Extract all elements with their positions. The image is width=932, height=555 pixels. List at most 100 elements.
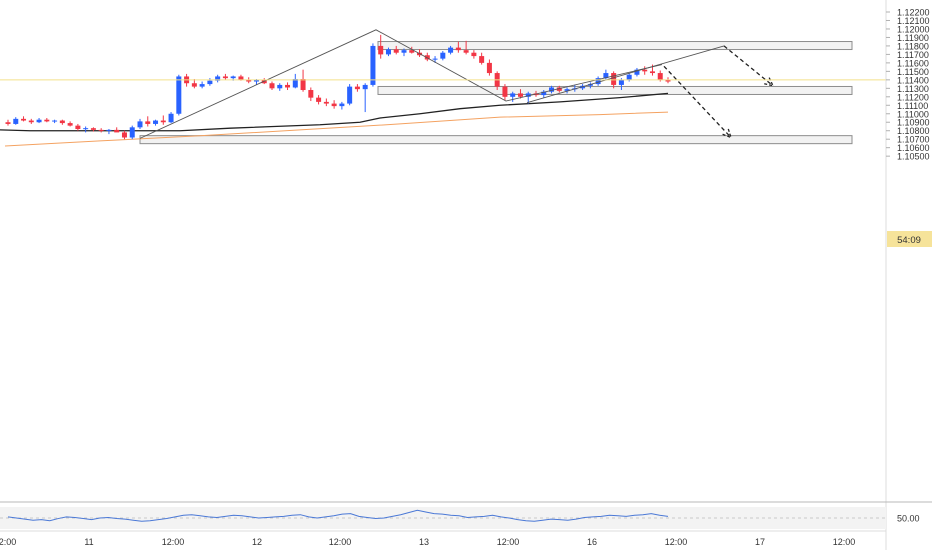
candle-body[interactable]	[230, 76, 236, 79]
candle-body[interactable]	[564, 89, 570, 91]
candle-body[interactable]	[556, 87, 562, 91]
time-axis[interactable]: 12:00 11 12:00 12 12:00 13 12:00 16 12:00 17 12:00	[0, 537, 855, 547]
candle-body[interactable]	[153, 120, 159, 124]
candle-body[interactable]	[649, 71, 655, 74]
candle-body[interactable]	[292, 78, 298, 88]
candle-body[interactable]	[549, 87, 555, 92]
candle-body[interactable]	[75, 125, 81, 130]
candle-body[interactable]	[455, 47, 461, 51]
candle-body[interactable]	[176, 76, 182, 114]
candle-body[interactable]	[191, 83, 197, 87]
price-tick-label: 1.10500	[897, 152, 930, 162]
candle-body[interactable]	[137, 121, 143, 128]
candle-body[interactable]	[378, 45, 384, 55]
candle-body[interactable]	[634, 69, 640, 75]
moving-average-slow-line	[4, 111, 669, 147]
candle-body[interactable]	[525, 93, 531, 97]
candle-body[interactable]	[106, 129, 112, 131]
candle-body[interactable]	[354, 86, 360, 90]
support-resistance-zone[interactable]	[139, 135, 853, 145]
candle-body[interactable]	[28, 120, 34, 123]
candle-body[interactable]	[323, 101, 329, 104]
candle-body[interactable]	[59, 120, 65, 124]
candle-body[interactable]	[471, 52, 477, 57]
candle-body[interactable]	[44, 119, 50, 122]
candle-body[interactable]	[517, 93, 523, 97]
countdown-label: 54:09	[897, 235, 921, 246]
time-tick-label: 12:00	[0, 537, 16, 547]
candle-body[interactable]	[642, 69, 648, 72]
candle-body[interactable]	[510, 93, 516, 97]
candle-body[interactable]	[98, 129, 104, 131]
candle-body[interactable]	[339, 103, 345, 107]
zigzag-pattern-line[interactable]	[139, 29, 663, 139]
candle-body[interactable]	[285, 84, 291, 88]
support-resistance-zone[interactable]	[377, 85, 853, 95]
candle-body[interactable]	[114, 129, 120, 133]
candle-body[interactable]	[486, 62, 492, 74]
candle-body[interactable]	[401, 50, 407, 53]
candle-body[interactable]	[370, 45, 376, 85]
candle-body[interactable]	[308, 90, 314, 98]
candle-body[interactable]	[618, 79, 624, 85]
candle-body[interactable]	[626, 74, 632, 80]
candle-body[interactable]	[13, 118, 19, 124]
candle-body[interactable]	[222, 76, 228, 79]
trendline[interactable]	[526, 45, 725, 104]
candle-body[interactable]	[362, 84, 368, 90]
candle-body[interactable]	[90, 128, 96, 130]
candle-body[interactable]	[121, 132, 127, 138]
price-tick-label: 1.10800	[897, 126, 930, 136]
candle-body[interactable]	[393, 49, 399, 53]
candle-body[interactable]	[253, 79, 259, 82]
rsi-band	[0, 507, 886, 529]
countdown-badge: 54:09	[887, 231, 932, 247]
candle-body[interactable]	[479, 56, 485, 63]
candle-body[interactable]	[145, 121, 151, 124]
price-tick-label: 1.11100	[897, 101, 928, 111]
candle-body[interactable]	[36, 119, 42, 123]
candle-body[interactable]	[657, 73, 663, 80]
candle-body[interactable]	[603, 73, 609, 79]
candle-body[interactable]	[463, 50, 469, 53]
candle-body[interactable]	[199, 84, 205, 87]
candle-body[interactable]	[385, 49, 391, 55]
price-tick-label: 1.11600	[897, 58, 929, 68]
candle-body[interactable]	[541, 91, 547, 96]
candle-body[interactable]	[215, 76, 221, 81]
candle-body[interactable]	[67, 123, 73, 126]
candle-body[interactable]	[269, 83, 275, 89]
time-tick-label: 12:00	[497, 537, 520, 547]
price-axis[interactable]: 1.122001.121001.120001.119001.118001.117…	[886, 8, 930, 162]
candle-body[interactable]	[424, 55, 430, 60]
projection-arrow-line[interactable]	[723, 45, 774, 87]
candle-body[interactable]	[277, 84, 283, 89]
candle-body[interactable]	[432, 58, 438, 60]
candle-body[interactable]	[331, 103, 337, 107]
rsi-level-label: 50.00	[897, 514, 920, 524]
support-resistance-zone[interactable]	[377, 41, 853, 51]
projection-arrow-line[interactable]	[663, 65, 732, 138]
candle-body[interactable]	[168, 113, 174, 123]
candle-body[interactable]	[502, 86, 508, 97]
candle-body[interactable]	[207, 80, 213, 85]
candle-body[interactable]	[300, 78, 306, 91]
candle-body[interactable]	[160, 120, 166, 123]
candle-body[interactable]	[611, 73, 617, 85]
candle-body[interactable]	[409, 50, 415, 53]
candle-body[interactable]	[440, 52, 446, 59]
candle-body[interactable]	[448, 47, 454, 53]
candle-body[interactable]	[21, 118, 27, 121]
candle-body[interactable]	[665, 79, 671, 82]
candle-body[interactable]	[316, 97, 322, 102]
candle-body[interactable]	[129, 127, 135, 138]
candle-body[interactable]	[83, 128, 89, 130]
candle-body[interactable]	[5, 122, 11, 124]
candle-body[interactable]	[246, 79, 252, 82]
candle-body[interactable]	[52, 120, 58, 122]
time-tick-label: 12	[252, 537, 262, 547]
candle-body[interactable]	[595, 78, 601, 85]
candle-body[interactable]	[347, 86, 353, 104]
candle-body[interactable]	[238, 76, 244, 80]
